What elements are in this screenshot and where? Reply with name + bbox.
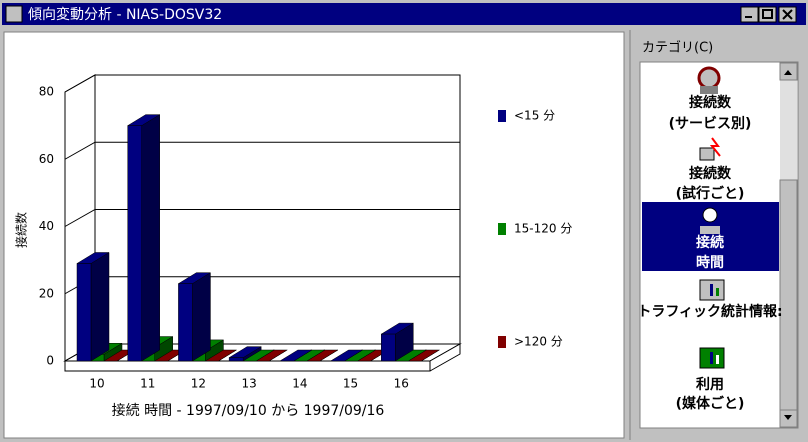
title-bar [2, 3, 806, 25]
legend-label: <15 分 [514, 109, 555, 123]
bar [76, 263, 92, 362]
bar-side [141, 114, 160, 362]
bar [127, 125, 142, 362]
scroll-down-arrow [784, 415, 792, 420]
bar-side [90, 252, 110, 362]
y-tick-label: 0 [46, 354, 54, 368]
x-tick-label: 12 [191, 377, 206, 391]
app-icon [5, 5, 23, 23]
category-item-text: 時間 [696, 254, 724, 271]
category-item-text: (試行ごと) [676, 185, 745, 202]
x-tick-label: 16 [394, 377, 409, 391]
grid-line [64, 141, 460, 160]
icon-service [697, 66, 721, 94]
category-item-text: 接続数 [689, 94, 732, 111]
x-tick-label: 11 [140, 377, 155, 391]
legend-swatch [498, 336, 506, 348]
y-tick-label: 20 [39, 286, 54, 300]
bar [228, 357, 244, 362]
legend-swatch [498, 110, 506, 122]
category-item-text: (媒体ごと) [676, 395, 745, 412]
x-tick-label: 15 [343, 377, 358, 391]
bar [381, 333, 396, 362]
window-title: 傾向変動分析 - NIAS-DOSV32 [28, 6, 222, 23]
category-item-text: (サービス別) [669, 116, 752, 132]
x-tick-label: 13 [242, 377, 257, 391]
icon-usage [699, 347, 725, 369]
sidebar-label: カテゴリ(C) [642, 40, 713, 56]
scroll-up-arrow [784, 70, 792, 75]
bar-top [329, 349, 364, 362]
minimize-button[interactable] [740, 6, 759, 23]
category-item-text: 利用 [696, 376, 724, 393]
scroll-thumb[interactable] [779, 179, 798, 411]
grid-line [64, 209, 460, 227]
icon-attempt [699, 137, 721, 161]
bar-side [192, 272, 211, 362]
y-tick-label: 80 [39, 85, 54, 99]
maximize-button[interactable] [758, 6, 777, 23]
category-item-text: 接続数 [689, 165, 732, 182]
legend-swatch [498, 223, 506, 235]
x-tick-label: 10 [89, 377, 104, 391]
category-item-text: トラフィック統計情報: [637, 303, 782, 320]
y-axis-label: 接続数 [14, 212, 29, 248]
y-tick-label: 60 [39, 152, 54, 166]
icon-traffic [699, 279, 725, 301]
x-tick-label: 14 [292, 377, 307, 391]
category-item-text: 接続 [696, 234, 724, 251]
y-tick-label: 40 [39, 219, 54, 233]
bar [178, 283, 193, 362]
legend-label: >120 分 [514, 335, 563, 349]
icon-time [700, 207, 720, 234]
x-axis-label: 接続 時間 - 1997/09/10 から 1997/09/16 [112, 402, 385, 419]
legend-label: 15-120 分 [514, 222, 572, 236]
close-button[interactable] [778, 6, 797, 23]
grid-line [64, 74, 460, 93]
bar-top [278, 349, 313, 362]
